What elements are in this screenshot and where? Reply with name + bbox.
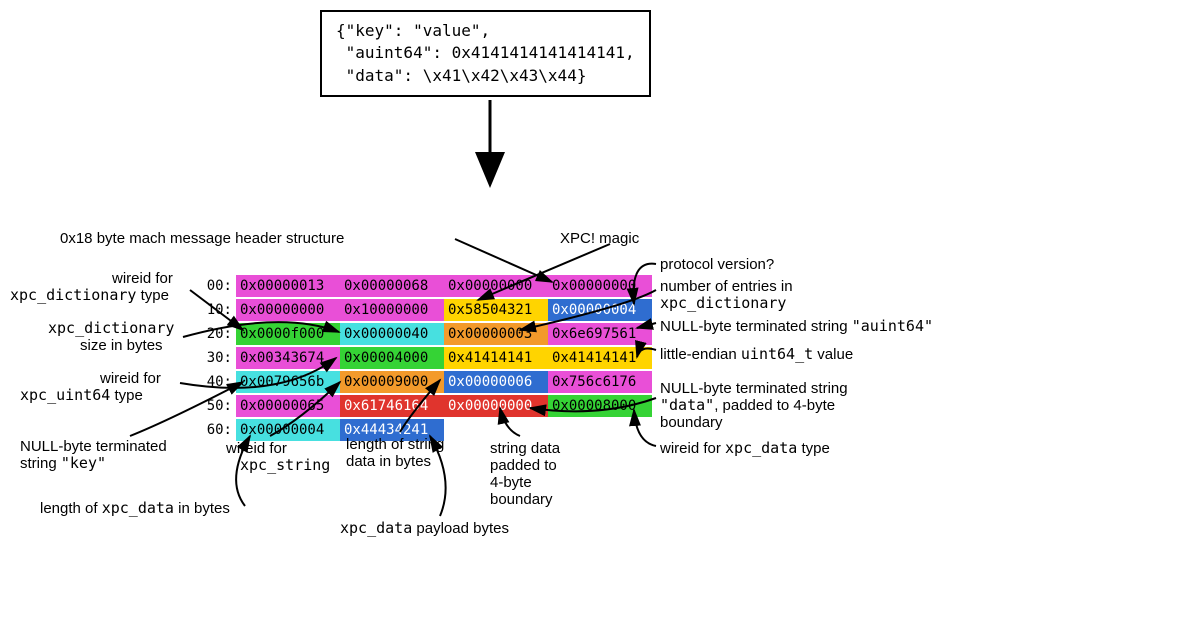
row-offset: 20: — [200, 326, 236, 342]
hex-cell: 0x6e697561 — [548, 323, 652, 345]
source-box: {"key": "value", "auint64": 0x4141414141… — [320, 10, 651, 97]
l-nentries: number of entries in — [660, 278, 793, 295]
hex-table: 00:0x000000130x000000680x000000000x00000… — [200, 274, 652, 442]
l-wdict2: xpc_dictionary type — [10, 287, 169, 304]
l-wuint2: xpc_uint64 type — [20, 387, 143, 404]
l-dsize: xpc_dictionary — [48, 320, 174, 337]
hex-cell: 0x00000040 — [340, 323, 444, 345]
l-header: 0x18 byte mach message header structure — [60, 230, 344, 247]
hex-cell: 0x00000004 — [236, 419, 340, 441]
row-offset: 40: — [200, 374, 236, 390]
hex-cell: 0x00000004 — [548, 299, 652, 321]
hex-cell: 0x00000065 — [236, 395, 340, 417]
hex-cell: 0x00000006 — [444, 371, 548, 393]
hex-cell: 0x41414141 — [444, 347, 548, 369]
hex-row: 10:0x000000000x100000000x585043210x00000… — [200, 298, 652, 322]
hex-cell: 0x41414141 — [548, 347, 652, 369]
hex-cell: 0x61746164 — [340, 395, 444, 417]
l-slen2: data in bytes — [346, 453, 431, 470]
hex-row: 50:0x000000650x617461640x000000000x00008… — [200, 394, 652, 418]
l-nkey: NULL-byte terminated — [20, 438, 167, 455]
l-slen: length of string — [346, 436, 444, 453]
row-offset: 60: — [200, 422, 236, 438]
row-offset: 30: — [200, 350, 236, 366]
hex-cell: 0x00000000 — [444, 275, 548, 297]
l-spad4: boundary — [490, 491, 553, 508]
hex-cell: 0x10000000 — [340, 299, 444, 321]
hex-cell: 0x00000013 — [236, 275, 340, 297]
l-nentries2: xpc_dictionary — [660, 295, 786, 312]
l-ndata3: boundary — [660, 414, 723, 431]
hex-cell: 0x756c6176 — [548, 371, 652, 393]
l-wstr2: xpc_string — [240, 457, 330, 474]
hex-cell: 0x00004000 — [340, 347, 444, 369]
l-wdata: wireid for xpc_data type — [660, 440, 830, 457]
hex-cell: 0x00009000 — [340, 371, 444, 393]
l-magic: XPC! magic — [560, 230, 639, 247]
hex-cell: 0x00000000 — [548, 275, 652, 297]
hex-cell: 0x00000000 — [236, 299, 340, 321]
l-auint: NULL-byte terminated string "auint64" — [660, 318, 933, 335]
l-ndata: NULL-byte terminated string — [660, 380, 848, 397]
l-wstr: wireid for — [226, 440, 287, 457]
hex-cell: 0x00000003 — [444, 323, 548, 345]
hex-cell: 0x58504321 — [444, 299, 548, 321]
hex-cell: 0x00000068 — [340, 275, 444, 297]
row-offset: 50: — [200, 398, 236, 414]
hex-cell: 0x00343674 — [236, 347, 340, 369]
l-wuint: wireid for — [100, 370, 161, 387]
l-proto: protocol version? — [660, 256, 774, 273]
l-nkey2: string "key" — [20, 455, 106, 472]
l-xpay: xpc_data payload bytes — [340, 520, 509, 537]
l-xlen: length of xpc_data in bytes — [40, 500, 230, 517]
l-spad2: padded to — [490, 457, 557, 474]
hex-row: 40:0x0079656b0x000090000x000000060x756c6… — [200, 370, 652, 394]
hex-row: 30:0x003436740x000040000x414141410x41414… — [200, 346, 652, 370]
l-spad3: 4-byte — [490, 474, 532, 491]
hex-cell: 0x0079656b — [236, 371, 340, 393]
l-spad: string data — [490, 440, 560, 457]
hex-row: 20:0x0000f0000x000000400x000000030x6e697… — [200, 322, 652, 346]
l-dsize2: size in bytes — [80, 337, 163, 354]
l-leu64: little-endian uint64_t value — [660, 346, 853, 363]
row-offset: 00: — [200, 278, 236, 294]
l-ndata2: "data", padded to 4-byte — [660, 397, 835, 414]
hex-cell: 0x00008000 — [548, 395, 652, 417]
hex-row: 00:0x000000130x000000680x000000000x00000… — [200, 274, 652, 298]
hex-cell: 0x00000000 — [444, 395, 548, 417]
row-offset: 10: — [200, 302, 236, 318]
hex-cell: 0x0000f000 — [236, 323, 340, 345]
l-wdict: wireid for — [112, 270, 173, 287]
